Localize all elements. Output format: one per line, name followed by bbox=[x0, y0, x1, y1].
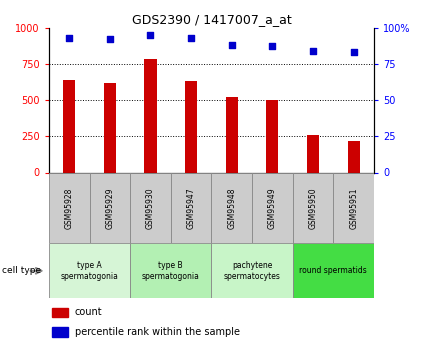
Point bbox=[147, 32, 154, 38]
Title: GDS2390 / 1417007_a_at: GDS2390 / 1417007_a_at bbox=[132, 13, 291, 27]
Bar bbox=[49, 172, 90, 243]
Point bbox=[350, 49, 357, 55]
Bar bbox=[252, 172, 293, 243]
Bar bbox=[52, 308, 68, 317]
Bar bbox=[144, 59, 156, 172]
Bar bbox=[171, 172, 211, 243]
Bar bbox=[226, 97, 238, 172]
Bar bbox=[130, 243, 211, 298]
Text: cell type: cell type bbox=[2, 266, 41, 275]
Text: GSM95929: GSM95929 bbox=[105, 187, 114, 229]
Text: percentile rank within the sample: percentile rank within the sample bbox=[75, 327, 240, 337]
Text: GSM95951: GSM95951 bbox=[349, 187, 358, 229]
Bar bbox=[52, 327, 68, 337]
Text: type B
spermatogonia: type B spermatogonia bbox=[142, 261, 200, 281]
Bar bbox=[90, 172, 130, 243]
Point bbox=[66, 35, 73, 40]
Bar bbox=[333, 172, 374, 243]
Text: GSM95947: GSM95947 bbox=[187, 187, 196, 229]
Text: GSM95948: GSM95948 bbox=[227, 187, 236, 229]
Bar bbox=[293, 243, 374, 298]
Point bbox=[269, 44, 276, 49]
Point bbox=[310, 48, 317, 53]
Bar bbox=[266, 100, 278, 172]
Point bbox=[106, 37, 113, 42]
Text: pachytene
spermatocytes: pachytene spermatocytes bbox=[224, 261, 280, 281]
Bar bbox=[104, 83, 116, 172]
Bar bbox=[307, 135, 319, 172]
Bar bbox=[130, 172, 171, 243]
Bar bbox=[348, 141, 360, 172]
Text: type A
spermatogonia: type A spermatogonia bbox=[61, 261, 119, 281]
Bar bbox=[185, 81, 197, 172]
Bar bbox=[211, 243, 293, 298]
Point bbox=[228, 42, 235, 48]
Text: count: count bbox=[75, 307, 102, 317]
Bar bbox=[211, 172, 252, 243]
Bar bbox=[63, 80, 75, 172]
Bar bbox=[49, 243, 130, 298]
Text: GSM95949: GSM95949 bbox=[268, 187, 277, 229]
Text: round spermatids: round spermatids bbox=[300, 266, 367, 275]
Text: GSM95928: GSM95928 bbox=[65, 187, 74, 228]
Point bbox=[188, 35, 195, 40]
Text: GSM95930: GSM95930 bbox=[146, 187, 155, 229]
Bar bbox=[293, 172, 333, 243]
Text: GSM95950: GSM95950 bbox=[309, 187, 317, 229]
